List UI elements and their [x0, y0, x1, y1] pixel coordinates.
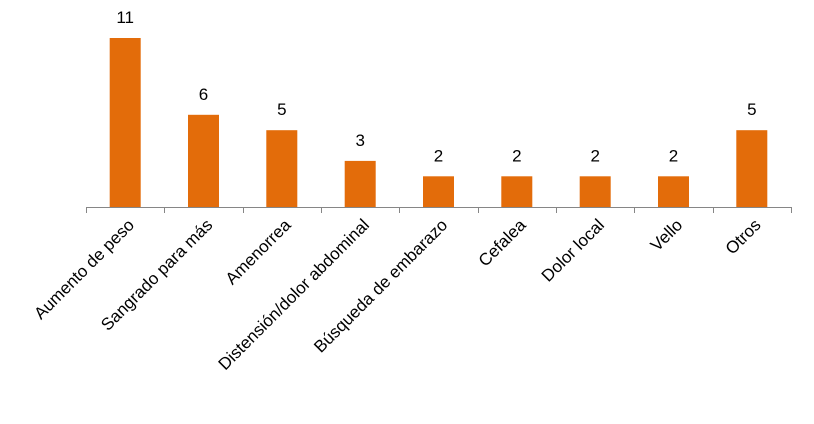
- data-label-cefalea: 2: [512, 146, 521, 165]
- category-label-busqueda-de-embarazo: Búsqueda de embarazo: [310, 215, 451, 356]
- category-label-cefalea: Cefalea: [475, 215, 530, 270]
- data-label-otros: 5: [747, 100, 756, 119]
- bar-sangrado-para-mas: [188, 114, 219, 207]
- bars: [109, 38, 768, 207]
- data-label-sangrado-para-mas: 6: [199, 85, 208, 104]
- bar-busqueda-de-embarazo: [423, 176, 454, 207]
- category-label-amenorrea: Amenorrea: [222, 215, 295, 288]
- data-label-vello: 2: [669, 146, 678, 165]
- bar-otros: [736, 130, 768, 207]
- x-axis: [86, 207, 792, 213]
- bar-cefalea: [501, 176, 533, 207]
- data-label-aumento-de-peso: 11: [116, 8, 134, 27]
- data-label-distension-dolor-abdominal: 3: [355, 131, 364, 150]
- bar-distension-dolor-abdominal: [344, 160, 376, 207]
- bar-aumento-de-peso: [109, 38, 141, 207]
- data-labels: 11 6 5 3 2 2 2 2 5: [116, 8, 756, 165]
- category-label-vello: Vello: [647, 215, 687, 255]
- data-label-dolor-local: 2: [590, 146, 599, 165]
- data-label-busqueda-de-embarazo: 2: [434, 146, 443, 165]
- category-label-distension-dolor-abdominal: Distensión/dolor abdominal: [215, 215, 373, 373]
- category-label-dolor-local: Dolor local: [538, 215, 608, 285]
- bar-vello: [658, 176, 689, 207]
- bar-dolor-local: [579, 176, 611, 207]
- category-label-otros: Otros: [722, 215, 765, 258]
- data-label-amenorrea: 5: [277, 100, 286, 119]
- bar-amenorrea: [266, 130, 298, 207]
